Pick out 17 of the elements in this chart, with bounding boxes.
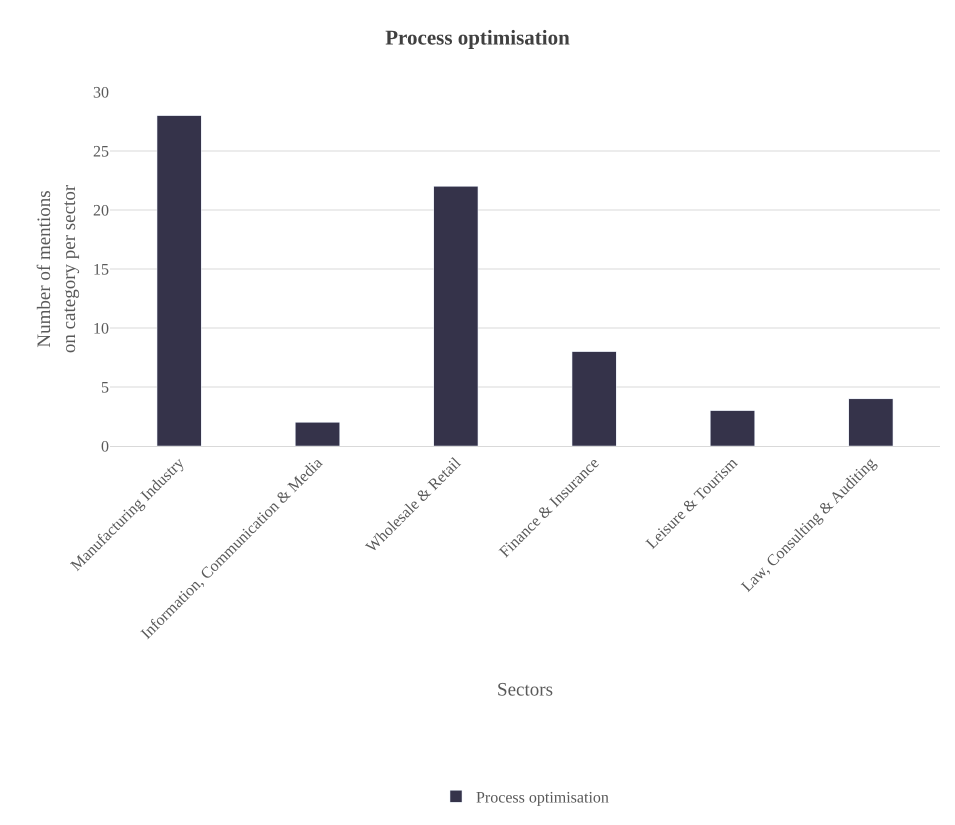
bar [295, 422, 340, 446]
y-tick-label: 5 [101, 380, 109, 397]
bar [433, 186, 478, 446]
y-tick-label: 30 [93, 84, 109, 102]
bar [848, 398, 894, 446]
y-tick-label: 25 [93, 144, 109, 161]
y-tick-label: 0 [101, 438, 109, 456]
y-axis-title: Number of mentions on category per sector [34, 184, 80, 354]
y-tick-label: 20 [93, 202, 109, 220]
y-tick-label: 15 [93, 262, 109, 279]
bar [572, 351, 617, 446]
chart-title: Process optimisation [385, 25, 570, 50]
y-tick-label: 10 [93, 320, 109, 338]
bar [710, 410, 755, 446]
x-axis-title: Sectors [497, 679, 553, 700]
legend-label: Process optimisation [476, 790, 609, 807]
bar [156, 115, 202, 446]
